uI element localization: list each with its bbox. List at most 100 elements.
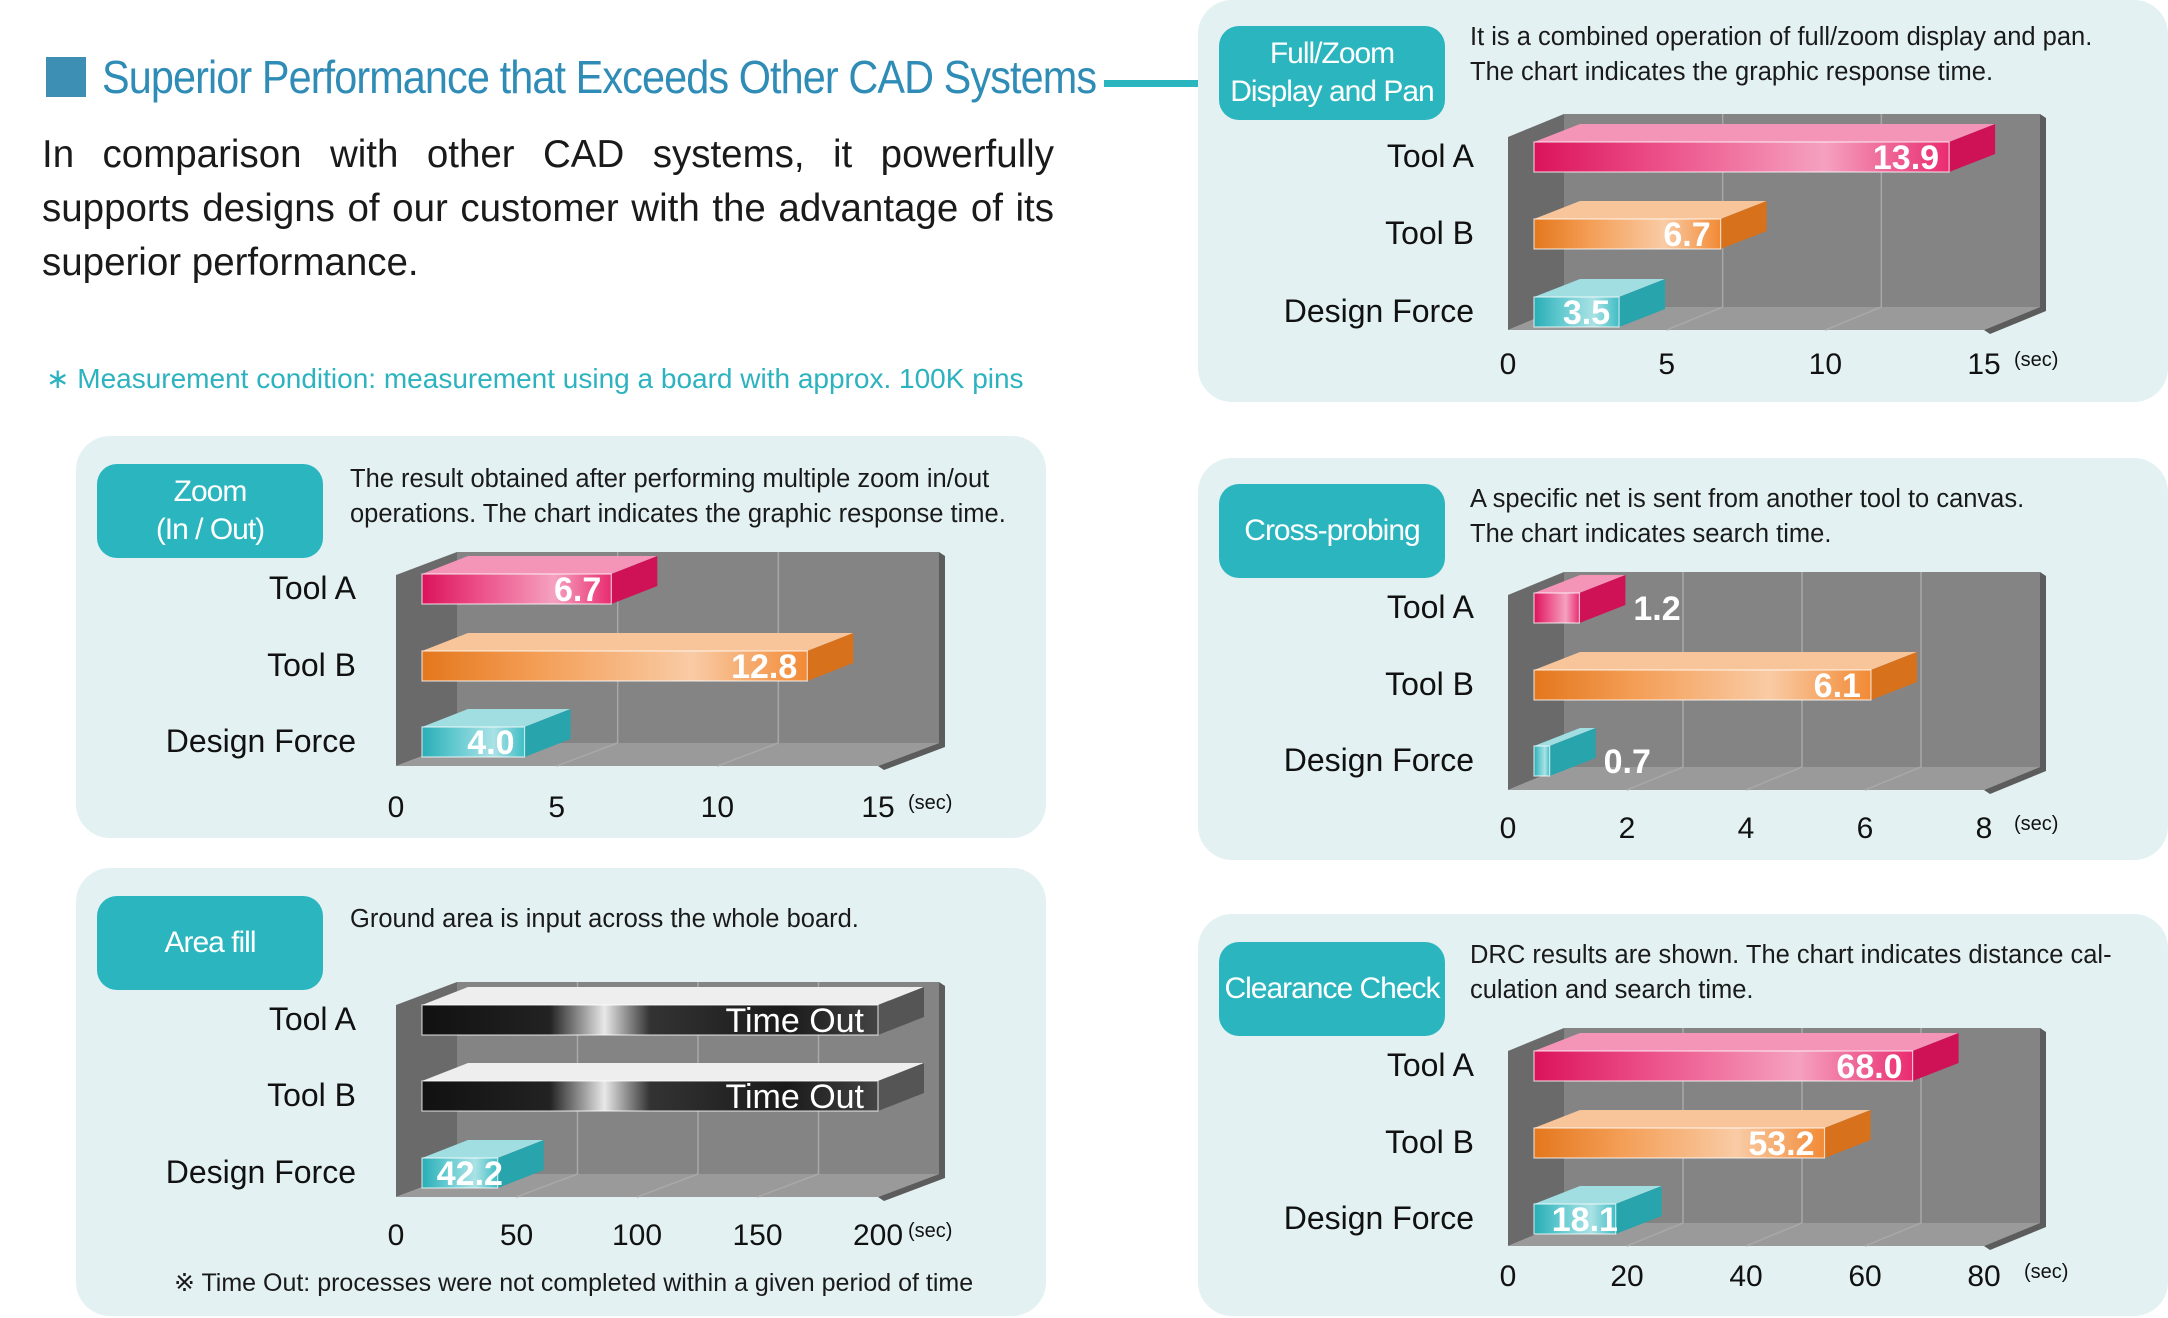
desc-line: operations. The chart indicates the grap… — [350, 500, 1006, 528]
chart-bar-outline — [421, 1004, 879, 1036]
chart-tick-label: 20 — [1610, 1260, 1643, 1293]
chart-value-label: 6.7 — [554, 571, 601, 609]
chart-value-label: 42.2 — [437, 1155, 503, 1193]
chart-bar — [422, 1158, 498, 1188]
chart-right-edge — [1984, 1028, 2046, 1250]
desc-clearance: DRC results are shown. The chart indicat… — [1470, 938, 2112, 1008]
chart-bar-top — [422, 556, 658, 574]
chart-bar-end — [1615, 1186, 1662, 1234]
chart-bar — [1534, 142, 1950, 172]
chart-value-label: 4.0 — [467, 724, 514, 762]
chart-bar-outline — [1533, 745, 1551, 777]
chart-bar — [422, 651, 808, 681]
chart-gridline — [1745, 1222, 1803, 1247]
chart-bar-outline — [421, 1157, 499, 1189]
chart-gridline — [636, 1173, 699, 1198]
chart-bar-outline — [421, 726, 526, 758]
chart-value-label: Time Out — [725, 1002, 864, 1040]
chart-category-label: Design Force — [1284, 742, 1474, 778]
chart-bar-end — [878, 987, 924, 1035]
chart-bar-end — [1549, 728, 1596, 776]
chart-category-label: Design Force — [166, 1154, 356, 1190]
chart-category-label: Tool A — [269, 1001, 357, 1037]
chart-bar-top — [1534, 728, 1596, 746]
chart-right-edge — [878, 982, 945, 1201]
chart-unit-label: (sec) — [908, 792, 952, 814]
chart-tick-label: 50 — [500, 1219, 533, 1252]
chart-value-label: 12.8 — [731, 648, 797, 686]
chart-unit-label: (sec) — [2014, 813, 2058, 835]
desc-line: culation and search time. — [1470, 976, 1754, 1004]
chart-right-edge — [1984, 114, 2046, 334]
chart-tick-label: 60 — [1848, 1260, 1881, 1293]
chart-bar-outline — [421, 1080, 879, 1112]
chart-bar-outline — [1533, 218, 1722, 250]
chart-tick-label: 10 — [701, 791, 734, 824]
badge-line: (In / Out) — [155, 513, 265, 546]
chart-bar-outline — [1533, 669, 1872, 701]
chart-right-edge — [878, 552, 945, 770]
measurement-note: ∗ Measurement condition: measurement usi… — [46, 363, 1024, 394]
chart-tick-label: 2 — [1619, 812, 1636, 845]
chart-bar-end — [1720, 201, 1767, 249]
chart-bar — [1534, 1204, 1616, 1234]
chart-value-label: Time Out — [725, 1078, 864, 1116]
desc-line: It is a combined operation of full/zoom … — [1470, 23, 2093, 51]
chart-bar-end — [524, 709, 571, 757]
chart-bar — [1534, 593, 1580, 623]
chart-category-label: Tool B — [1385, 666, 1474, 702]
chart-group-full_zoom: 0 5 10 15 (sec) Tool A 13.9 Tool B 6.7 Design For… — [1284, 114, 2058, 381]
chart-tick-label: 15 — [1967, 348, 2000, 381]
chart-tick-label: 150 — [732, 1219, 782, 1252]
chart-tick-label: 15 — [861, 791, 894, 824]
chart-bar — [1534, 670, 1871, 700]
chart-bar — [422, 574, 612, 604]
chart-bar — [1534, 1051, 1913, 1081]
chart-bar-end — [807, 633, 854, 681]
chart-gridline — [1626, 766, 1684, 791]
badge-clearance: Clearance Check — [1219, 942, 1445, 1036]
page-heading: Superior Performance that Exceeds Other … — [46, 50, 1207, 104]
chart-value-label: 68.0 — [1836, 1048, 1902, 1086]
chart-bar-top — [1534, 1110, 1871, 1128]
chart-category-label: Tool B — [1385, 1124, 1474, 1160]
chart-category-label: Tool B — [1385, 215, 1474, 251]
chart-category-label: Tool A — [1387, 138, 1475, 174]
chart-bar — [1534, 297, 1620, 327]
chart-bar-end — [611, 556, 658, 604]
chart-bar — [422, 1081, 878, 1111]
page-title: Superior Performance that Exceeds Other … — [102, 51, 1097, 103]
badge-cross-probing: Cross-probing — [1219, 484, 1445, 578]
chart-value-label: 53.2 — [1748, 1125, 1814, 1163]
desc-line: The chart indicates the graphic response… — [1470, 58, 1994, 86]
chart-bar-top — [422, 1140, 544, 1158]
chart-unit-label: (sec) — [2024, 1261, 2068, 1283]
heading-square-icon — [46, 57, 86, 97]
chart-tick-label: 0 — [388, 1219, 405, 1252]
chart-group-area_fill: 0 50 100 150 200 (sec) Tool A Time Out Tool B Tim… — [166, 982, 952, 1252]
chart-category-label: Tool B — [267, 647, 356, 683]
chart-value-label: 3.5 — [1563, 294, 1610, 332]
chart-tick-label: 5 — [548, 791, 565, 824]
desc-line: The chart indicates search time. — [1470, 520, 1832, 548]
chart-bar-top — [1534, 1186, 1662, 1204]
chart-tick-label: 80 — [1967, 1260, 2000, 1293]
chart-unit-label: (sec) — [908, 1220, 952, 1242]
chart-bar-outline — [1533, 1050, 1914, 1082]
badge-zoom: Zoom (In / Out) — [97, 464, 323, 558]
chart-gridline — [1626, 1222, 1684, 1247]
chart-category-label: Design Force — [166, 723, 356, 759]
chart-bar — [1534, 219, 1721, 249]
chart-gridline — [1745, 766, 1803, 791]
chart-value-label: 6.1 — [1814, 667, 1861, 705]
chart-bar-top — [1534, 201, 1767, 219]
badge-line: Display and Pan — [1230, 75, 1434, 108]
chart-gridline — [1864, 766, 1922, 791]
chart-bar-top — [422, 709, 571, 727]
badge-line: Clearance Check — [1224, 972, 1440, 1005]
badge-line: Full/Zoom — [1269, 37, 1395, 70]
chart-bar-outline — [421, 573, 612, 605]
